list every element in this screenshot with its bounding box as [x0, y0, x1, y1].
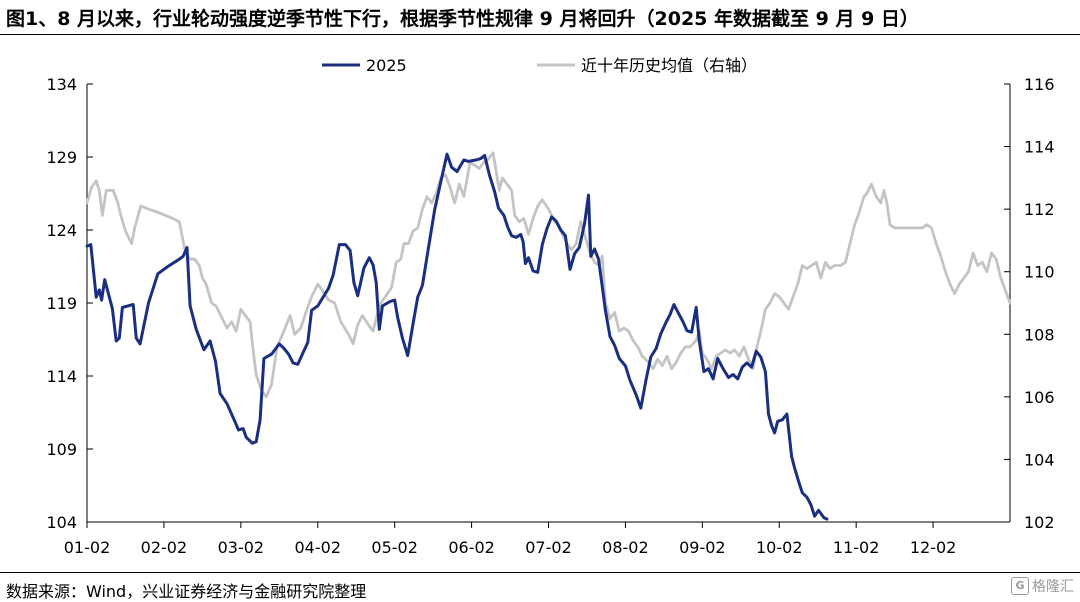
x-tick-label: 09-02	[679, 538, 726, 557]
left-y-tick-label: 134	[46, 75, 77, 94]
left-y-tick-label: 114	[46, 367, 77, 386]
right-y-tick-label: 102	[1024, 513, 1055, 532]
x-tick-label: 05-02	[371, 538, 418, 557]
plot-area	[85, 151, 1012, 521]
watermark-logo-icon: G	[1011, 577, 1029, 595]
chart-title: 图1、8 月以来，行业轮动强度逆季节性下行，根据季节性规律 9 月将回升（202…	[6, 8, 919, 30]
legend-item-historical-average: 近十年历史均值（右轴）	[537, 56, 757, 75]
x-tick-label: 10-02	[756, 538, 803, 557]
right-y-tick-label: 110	[1024, 263, 1055, 282]
right-y-tick-label: 108	[1024, 325, 1055, 344]
right-y-tick-label: 112	[1024, 200, 1055, 219]
legend-label: 2025	[366, 56, 407, 75]
x-tick-label: 11-02	[833, 538, 880, 557]
right-y-tick-label: 116	[1024, 75, 1055, 94]
right-y-tick-label: 114	[1024, 138, 1055, 157]
watermark-text: 格隆汇	[1032, 579, 1074, 595]
x-tick-label: 02-02	[141, 538, 188, 557]
line-chart: 2025 近十年历史均值（右轴） 104 109 114 119 124 129 134 102…	[46, 56, 1054, 557]
chart-legend: 2025 近十年历史均值（右轴）	[322, 56, 757, 75]
series-line-2025	[85, 152, 829, 521]
left-y-tick-label: 124	[46, 221, 77, 240]
title-divider	[0, 34, 1080, 35]
legend-item-2025: 2025	[322, 56, 407, 75]
watermark: G 格隆汇	[1011, 576, 1074, 596]
right-y-tick-label: 106	[1024, 388, 1055, 407]
x-tick-label: 07-02	[525, 538, 572, 557]
source-note: 数据来源：Wind，兴业证券经济与金融研究院整理	[6, 582, 367, 601]
x-tick-label: 03-02	[218, 538, 265, 557]
left-y-tick-label: 119	[46, 294, 77, 313]
x-tick-label: 06-02	[448, 538, 495, 557]
legend-label: 近十年历史均值（右轴）	[581, 56, 757, 75]
left-y-tick-label: 109	[46, 440, 77, 459]
chart-axes: 104 109 114 119 124 129 134 102 104 106 108 110 112 1…	[46, 75, 1054, 557]
x-tick-label: 08-02	[602, 538, 649, 557]
left-y-tick-label: 104	[46, 513, 77, 532]
left-y-tick-label: 129	[46, 148, 77, 167]
series-line-historical-average	[85, 151, 1012, 399]
x-tick-label: 12-02	[910, 538, 957, 557]
x-tick-label: 01-02	[64, 538, 111, 557]
x-tick-label: 04-02	[295, 538, 342, 557]
right-y-tick-label: 104	[1024, 450, 1055, 469]
footer-divider	[0, 572, 1080, 573]
